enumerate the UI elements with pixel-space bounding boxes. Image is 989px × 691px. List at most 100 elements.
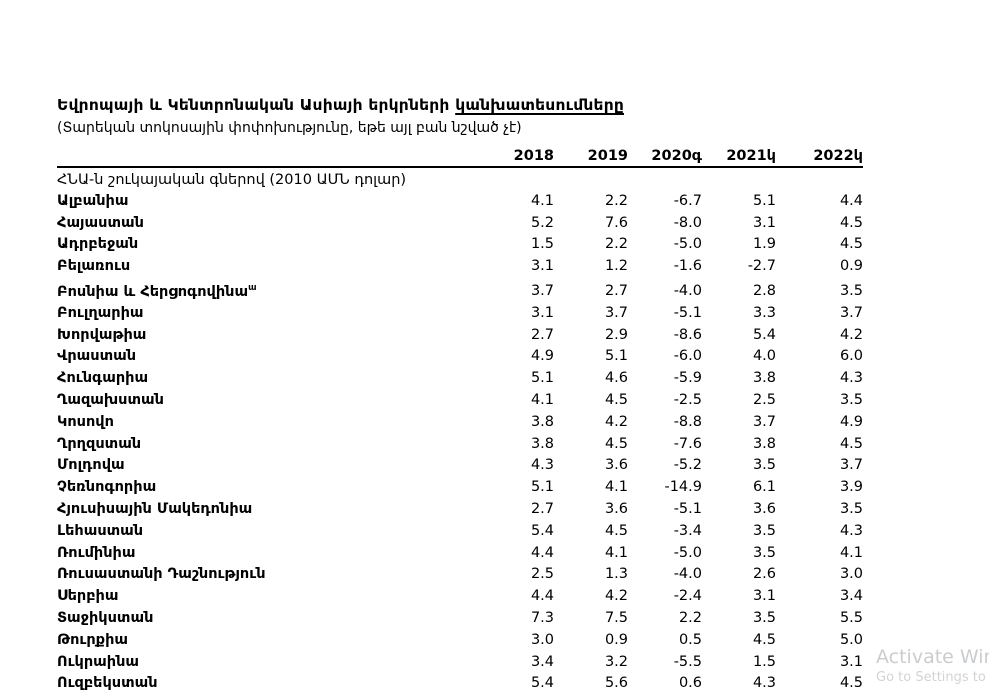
country-name-cell: Ուզբեկստան [57,675,158,691]
value-cell: 5.1 [752,192,776,209]
value-cell: 3.7 [752,413,776,430]
value-cell: 4.1 [530,192,554,209]
value-cell: 3.8 [530,413,554,430]
country-name-cell: Թուրքիա [57,631,128,648]
value-cell: 3.8 [752,370,776,387]
value-cell: 3.5 [752,522,776,539]
year-header-2022: 2022կ [813,148,863,164]
value-cell: 1.5 [752,653,776,670]
country-name-cell: Ղազախստան [57,392,164,409]
value-cell: -5.2 [673,457,702,474]
value-cell: -2.4 [673,588,702,605]
value-cell: -8.8 [673,413,702,430]
year-header-2020: 2020գ [651,148,702,164]
table-row: Բելառուս 3.1 1.2 -1.6 -2.7 0.9 [57,255,863,277]
table-row: Վրաստան 4.9 5.1 -6.0 4.0 6.0 [57,346,863,368]
value-cell: 3.4 [530,653,554,670]
value-cell: 5.4 [530,675,554,691]
value-cell: 1.2 [604,258,628,275]
value-cell: -5.5 [673,653,702,670]
table-row: Հայաստան 5.2 7.6 -8.0 3.1 4.5 [57,212,863,234]
country-name-cell: Տաջիկստան [57,610,154,627]
value-cell: 2.2 [604,236,628,253]
value-cell: 2.7 [604,283,628,300]
value-cell: -6.0 [673,348,702,365]
value-cell: 4.4 [839,192,863,209]
value-cell: 3.5 [752,610,776,627]
value-cell: 4.4 [530,588,554,605]
value-cell: 3.1 [530,304,554,321]
table-row: Խորվաթիա 2.7 2.9 -8.6 5.4 4.2 [57,324,863,346]
value-cell: 4.1 [530,392,554,409]
value-cell: -2.5 [673,392,702,409]
value-cell: 5.1 [530,479,554,496]
value-cell: 0.6 [678,675,702,691]
value-cell: 4.2 [839,326,863,343]
table-row: Ղազախստան 4.1 4.5 -2.5 2.5 3.5 [57,389,863,411]
country-name-cell: Ուկրաինա [57,653,140,670]
value-cell: 3.7 [839,304,863,321]
value-cell: 3.5 [752,544,776,561]
value-cell: 5.4 [752,326,776,343]
value-cell: 4.0 [752,348,776,365]
value-cell: 5.0 [839,631,863,648]
value-cell: 4.3 [530,457,554,474]
value-cell: 4.4 [530,544,554,561]
value-cell: 1.5 [530,236,554,253]
value-cell: 3.6 [752,501,776,518]
table-row: Ադրբեջան 1.5 2.2 -5.0 1.9 4.5 [57,234,863,256]
title-text: Եվրոպայի և Կենտրոնական Ասիայի երկրների [57,96,456,114]
table-row: Ուկրաինա 3.4 3.2 -5.5 1.5 3.1 [57,651,863,673]
value-cell: 5.6 [604,675,628,691]
table-row: Չեռնոգորիա 5.1 4.1 -14.9 6.1 3.9 [57,476,863,498]
value-cell: 2.9 [604,326,628,343]
value-cell: 4.3 [752,675,776,691]
value-cell: 4.5 [604,435,628,452]
value-cell: 3.8 [530,435,554,452]
watermark-line1: Activate Win [876,646,989,668]
country-name-cell: Վրաստան [57,348,137,365]
value-cell: 4.1 [604,544,628,561]
value-cell: -5.1 [673,304,702,321]
value-cell: 4.5 [752,631,776,648]
table-row: Բուլղարիա 3.1 3.7 -5.1 3.3 3.7 [57,302,863,324]
value-cell: 0.9 [839,258,863,275]
value-cell: -4.0 [673,283,702,300]
table-row: Հունգարիա 5.1 4.6 -5.9 3.8 4.3 [57,367,863,389]
table-row: Ալբանիա 4.1 2.2 -6.7 5.1 4.4 [57,190,863,212]
value-cell: 2.5 [752,392,776,409]
value-cell: 4.3 [839,522,863,539]
year-header-2018: 2018 [513,148,554,164]
value-cell: 3.9 [839,479,863,496]
value-cell: 3.7 [839,457,863,474]
country-name-cell: Հայաստան [57,214,144,231]
year-header-2021: 2021կ [726,148,776,164]
value-cell: 3.1 [839,653,863,670]
value-cell: 3.1 [530,258,554,275]
value-cell: 4.1 [604,479,628,496]
value-cell: 2.7 [530,501,554,518]
country-name-cell: Բոսնիա և Հերցոգովինաա [57,282,257,300]
year-header-2019: 2019 [587,148,628,164]
value-cell: 7.5 [604,610,628,627]
value-cell: 3.5 [839,392,863,409]
value-cell: 2.2 [678,610,702,627]
value-cell: 1.9 [752,236,776,253]
table-row: Ռումինիա 4.4 4.1 -5.0 3.5 4.1 [57,542,863,564]
value-cell: -2.7 [747,258,776,275]
country-name-cell: Ալբանիա [57,192,129,209]
country-name-cell: Ադրբեջան [57,236,139,253]
value-cell: 4.5 [839,236,863,253]
value-cell: 5.4 [530,522,554,539]
value-cell: 3.0 [530,631,554,648]
value-cell: 5.1 [530,370,554,387]
value-cell: 3.1 [752,588,776,605]
watermark-line2: Go to Settings to [876,670,986,685]
country-name-cell: Բուլղարիա [57,304,144,321]
value-cell: -4.0 [673,566,702,583]
country-name-cell: Չեռնոգորիա [57,479,157,496]
value-cell: 3.4 [839,588,863,605]
value-cell: 2.5 [530,566,554,583]
country-name-cell: Ռումինիա [57,544,136,561]
